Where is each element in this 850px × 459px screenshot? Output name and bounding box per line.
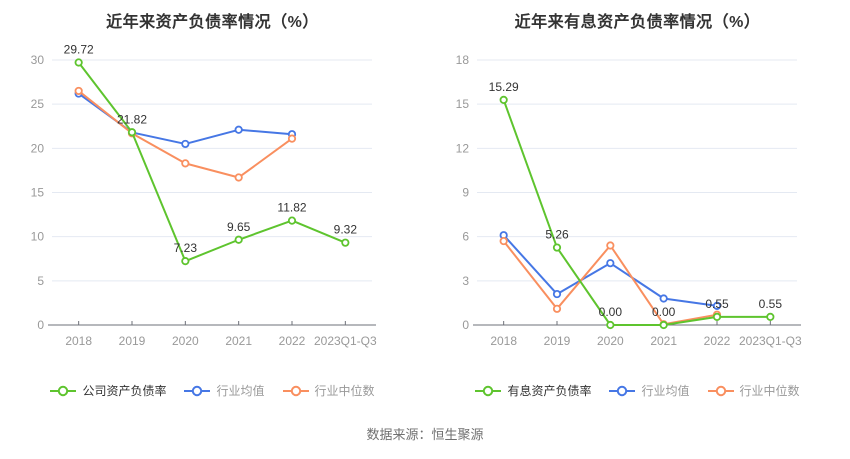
data-point-marker	[712, 312, 722, 322]
data-point-label: 0.55	[759, 297, 783, 311]
data-point-label: 0.00	[652, 305, 676, 319]
chart-title: 近年来资产负债率情况（%）	[106, 14, 319, 31]
chart-legend: 公司资产负债率 行业均值 行业中位数	[0, 382, 425, 399]
x-axis-tick-label: 2020	[172, 334, 199, 348]
data-point-label: 0.00	[599, 305, 623, 319]
data-point-marker	[287, 216, 297, 225]
data-point-marker	[606, 320, 615, 330]
data-point-marker	[234, 125, 243, 134]
data-point-marker	[181, 159, 190, 168]
data-point-marker	[552, 289, 562, 299]
chart-title: 近年来有息资产负债率情况（%）	[514, 14, 761, 31]
legend-label: 行业中位数	[314, 384, 375, 398]
data-point-label: 5.26	[545, 228, 569, 242]
data-point-marker	[234, 173, 243, 182]
x-axis-tick-label: 2019	[119, 334, 146, 348]
y-axis-tick-label: 15	[31, 186, 45, 200]
y-axis-tick-label: 18	[456, 53, 470, 67]
y-axis-tick-label: 15	[456, 97, 470, 111]
legend-item[interactable]: 行业均值	[609, 382, 690, 399]
legend-label: 有息资产负债率	[507, 384, 592, 398]
chart-legend: 有息资产负债率 行业均值 行业中位数	[425, 382, 850, 399]
data-point-marker	[712, 301, 722, 310]
data-point-marker	[659, 320, 668, 330]
data-point-label: 9.32	[334, 223, 358, 237]
x-axis-tick-label: 2022	[704, 334, 731, 348]
data-point-marker	[74, 58, 83, 67]
data-point-label: 21.82	[117, 112, 147, 126]
legend-line-marker-icon	[707, 385, 734, 396]
data-point-marker	[74, 86, 83, 96]
legend-label: 行业均值	[641, 384, 690, 398]
legend-line-marker-icon	[50, 385, 77, 396]
x-axis-tick-label: 2018	[490, 334, 517, 348]
data-point-marker	[499, 236, 508, 246]
legend-line-marker-icon	[184, 385, 211, 396]
data-point-marker	[659, 294, 668, 303]
data-point-marker	[181, 139, 190, 149]
legend-line-marker-icon	[609, 385, 636, 396]
x-axis-tick-label: 2023Q1-Q3	[314, 334, 377, 348]
y-axis-tick-label: 9	[462, 186, 469, 200]
y-axis-tick-label: 3	[462, 274, 469, 288]
legend-item[interactable]: 行业中位数	[282, 382, 375, 399]
legend-line-marker-icon	[475, 385, 502, 396]
line-chart-plot: 0 5 10 15 20 25 30 2018 2019 2020 2021 2022 2023Q1-Q…	[31, 42, 377, 348]
legend-line-marker-icon	[282, 385, 309, 396]
y-axis-tick-label: 0	[37, 318, 44, 332]
series-line	[502, 98, 772, 326]
x-axis-tick-label: 2021	[225, 334, 252, 348]
y-axis-tick-label: 10	[31, 230, 45, 244]
data-point-label: 11.82	[277, 201, 306, 215]
legend-item[interactable]: 行业中位数	[707, 382, 800, 399]
data-point-marker	[766, 312, 775, 322]
line-chart-plot: 0 3 6 9 12 15 18 2018 2019 2020 2021 2022 2023Q1-Q3 1…	[456, 53, 802, 348]
x-axis-tick-label: 2021	[650, 334, 677, 348]
x-axis-tick-label: 2022	[279, 334, 306, 348]
y-axis-tick-label: 0	[462, 318, 469, 332]
legend-label: 行业中位数	[739, 384, 800, 398]
data-point-label: 15.29	[489, 80, 519, 94]
legend-item[interactable]: 有息资产负债率	[475, 382, 591, 399]
data-point-marker	[606, 241, 615, 250]
chart-asset-liability-ratio: 近年来资产负债率情况（%） 0 5 10 15 20 25 30 2018 2019 2020 20…	[0, 14, 425, 399]
data-point-marker	[127, 128, 137, 137]
y-axis-tick-label: 25	[31, 97, 45, 111]
legend-label: 公司资产负债率	[82, 384, 167, 398]
x-axis-tick-label: 2023Q1-Q3	[739, 334, 802, 348]
legend-item[interactable]: 行业均值	[184, 382, 265, 399]
data-point-marker	[181, 257, 190, 266]
data-point-label: 29.72	[64, 42, 94, 56]
data-point-label: 7.23	[174, 241, 198, 255]
legend-item[interactable]: 公司资产负债率	[50, 382, 166, 399]
chart-interest-bearing-liability-ratio: 近年来有息资产负债率情况（%） 0 3 6 9 12 15 18 2018 2019 2020 20…	[425, 0, 850, 459]
x-axis-tick-label: 2020	[597, 334, 624, 348]
series-line	[77, 92, 293, 145]
data-point-label: 0.55	[705, 297, 729, 311]
data-point-label: 9.65	[227, 220, 251, 234]
data-point-marker	[552, 304, 562, 313]
data-point-marker	[552, 243, 562, 252]
y-axis-tick-label: 5	[37, 274, 44, 288]
series-line	[77, 61, 347, 263]
y-axis-tick-label: 12	[456, 141, 470, 155]
data-point-marker	[287, 134, 297, 143]
data-source-text: 数据来源：恒生聚源	[366, 427, 484, 442]
y-axis-tick-label: 6	[462, 230, 469, 244]
legend-label: 行业均值	[216, 384, 265, 398]
y-axis-tick-label: 30	[31, 53, 45, 67]
x-axis-tick-label: 2019	[544, 334, 571, 348]
data-point-marker	[341, 238, 350, 247]
y-axis-tick-label: 20	[31, 141, 45, 155]
x-axis-tick-label: 2018	[65, 334, 92, 348]
data-point-marker	[499, 95, 508, 104]
data-point-marker	[606, 259, 615, 268]
data-point-marker	[234, 235, 243, 244]
